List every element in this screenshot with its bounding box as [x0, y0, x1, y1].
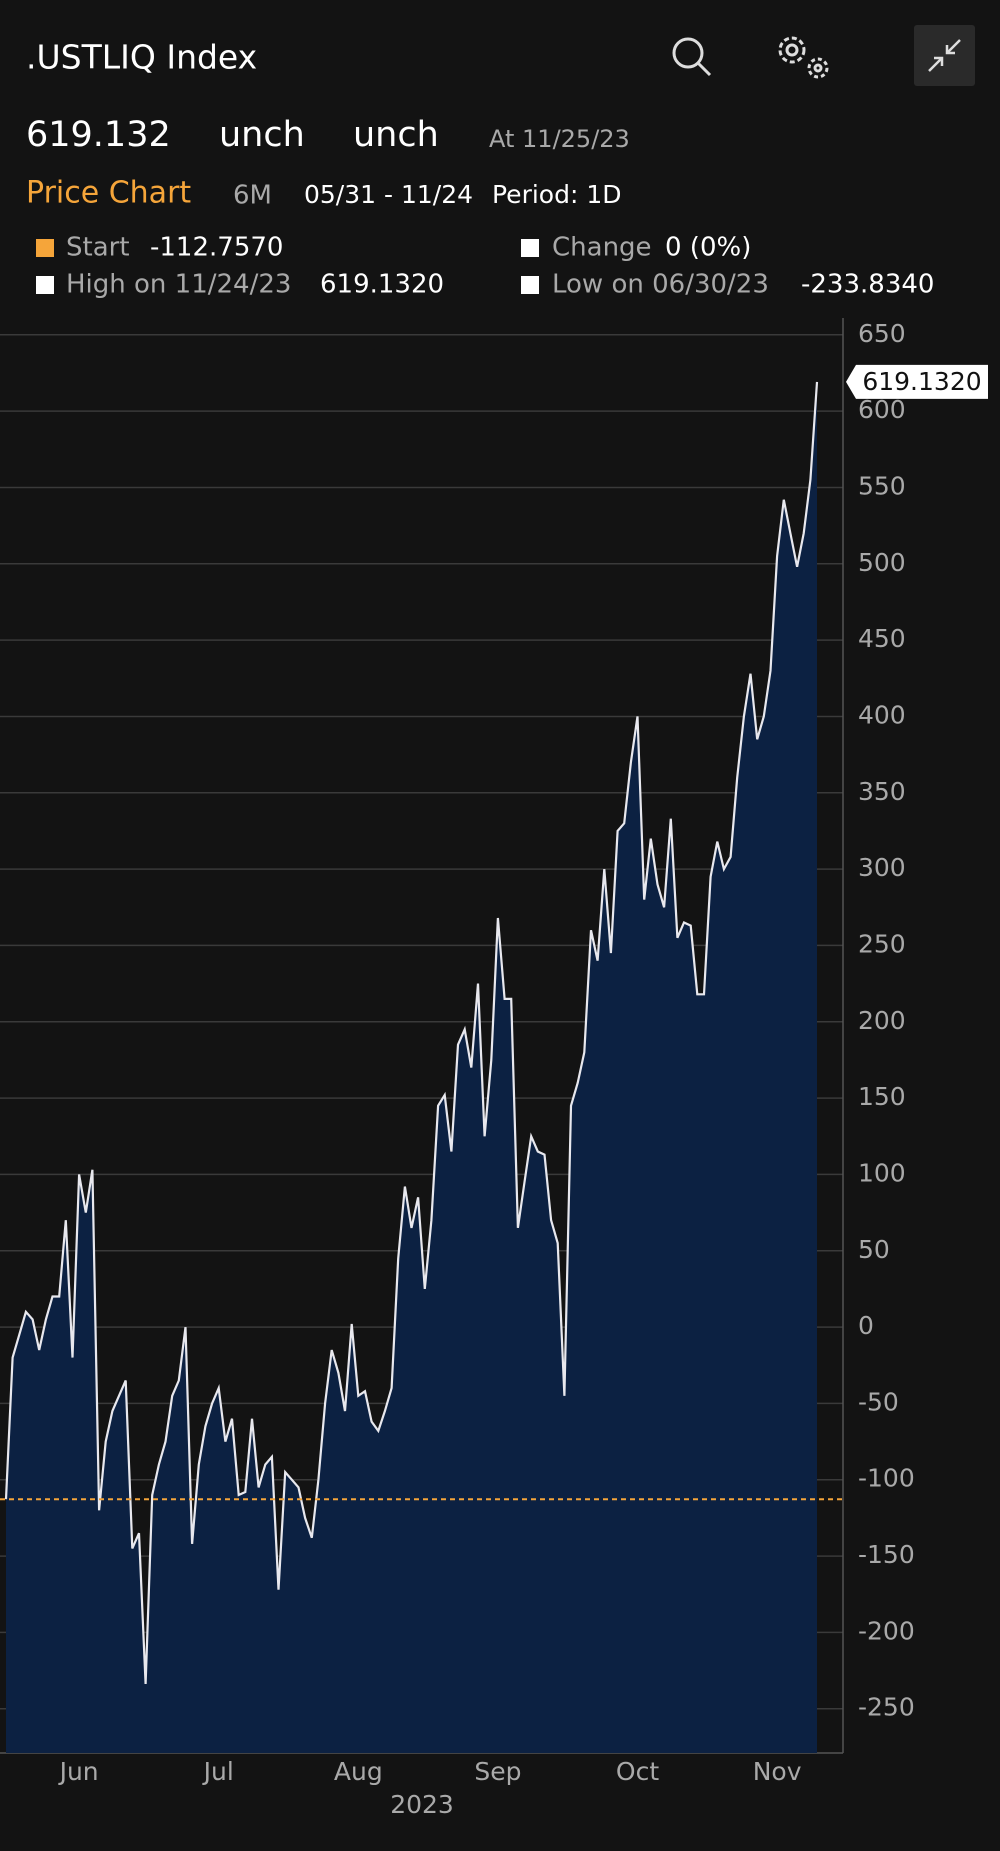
stat-label: Change: [552, 233, 652, 263]
y-tick-label: 200: [858, 1006, 906, 1035]
value-callout: [846, 364, 988, 399]
y-tick-label: 250: [858, 929, 906, 958]
as-of: At 11/25/23: [489, 125, 630, 153]
y-tick-label: 350: [858, 777, 906, 806]
stat-value: -233.8340: [801, 270, 934, 300]
y-tick-label: -100: [858, 1464, 915, 1493]
search-icon[interactable]: [672, 37, 712, 77]
stat-label: High on 11/24/23: [66, 270, 291, 300]
chart-label[interactable]: Price Chart: [26, 176, 191, 211]
title: .USTLIQ Index: [26, 38, 257, 77]
period[interactable]: Period: 1D: [492, 180, 621, 209]
x-tick-label: Oct: [616, 1757, 659, 1786]
stat-value: 619.1320: [320, 270, 444, 300]
stat-label: Start: [66, 233, 130, 263]
stat-label: Low on 06/30/23: [552, 270, 769, 300]
last-price: 619.132: [26, 115, 171, 155]
change: unch: [219, 115, 305, 155]
y-tick-label: 0: [858, 1311, 874, 1340]
y-tick-label: -250: [858, 1693, 915, 1722]
y-tick-label: 150: [858, 1082, 906, 1111]
x-tick-label: Jun: [58, 1757, 99, 1786]
y-tick-label: -150: [858, 1540, 915, 1569]
y-tick-label: 450: [858, 624, 906, 653]
collapse-button[interactable]: [914, 25, 975, 86]
date-range: 05/31 - 11/24: [304, 180, 473, 209]
stat-value: 0 (0%): [665, 233, 751, 263]
y-tick-label: 500: [858, 548, 906, 577]
y-tick-label: 300: [858, 853, 906, 882]
y-tick-label: -50: [858, 1387, 899, 1416]
y-tick-label: 400: [858, 700, 906, 729]
legend-swatch: [521, 239, 539, 257]
y-tick-label: 650: [858, 319, 906, 348]
y-tick-label: 600: [858, 395, 906, 424]
x-axis-label: 2023: [390, 1790, 454, 1819]
legend-swatch: [36, 239, 54, 257]
legend-swatch: [521, 276, 539, 294]
range[interactable]: 6M: [233, 181, 272, 211]
y-tick-label: 550: [858, 471, 906, 500]
value-label: 619.1320: [862, 367, 981, 396]
stat-value: -112.7570: [150, 233, 283, 263]
x-tick-label: Jul: [202, 1757, 234, 1786]
line: [4, 381, 819, 1685]
legend-swatch: [36, 276, 54, 294]
area: [6, 381, 817, 1753]
x-tick-label: Nov: [753, 1757, 802, 1786]
y-tick-label: 100: [858, 1158, 906, 1187]
x-tick-label: Aug: [334, 1757, 383, 1786]
change-pct: unch: [353, 115, 439, 155]
y-tick-label: 50: [858, 1235, 890, 1264]
y-tick-label: -200: [858, 1616, 915, 1645]
x-tick-label: Sep: [474, 1757, 521, 1786]
settings-icon[interactable]: [778, 36, 829, 79]
